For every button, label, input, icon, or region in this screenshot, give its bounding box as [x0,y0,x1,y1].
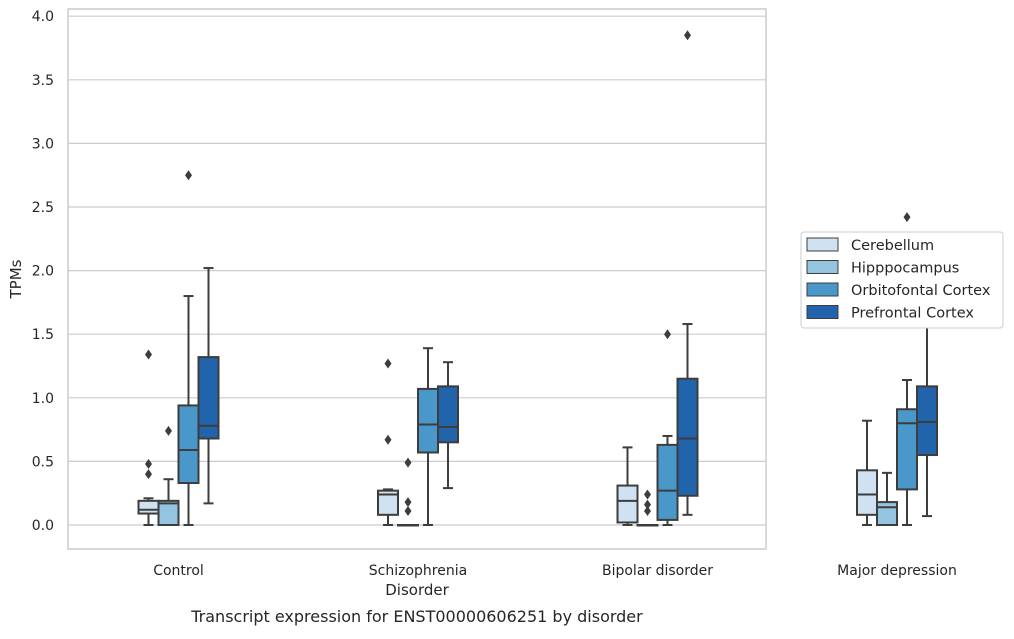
outlier-point [404,457,412,468]
legend: Cerebellum Hipppocampus Orbitofontal Corte… [800,231,1004,329]
box-group [417,347,439,526]
y-tick-label: 2.5 [32,200,54,216]
legend-label: Orbitofontal Cortex [851,283,991,299]
box-group [856,254,878,526]
box [876,501,898,527]
y-tick-label: 0.0 [32,518,54,534]
box [137,499,160,515]
box-group [616,446,639,526]
box-group [197,267,220,505]
legend-swatch [806,237,839,252]
box [177,404,200,485]
box [896,408,918,491]
outlier-point [145,458,152,469]
y-tick-label: 2.0 [32,264,54,280]
box [916,385,938,457]
legend-label: Prefrontal Cortex [851,306,974,322]
outlier-point [185,170,192,181]
legend-label: Cerebellum [851,238,934,254]
y-tick-label: 3.0 [32,136,54,152]
box [616,484,639,524]
outlier-point [384,358,392,369]
box [197,356,220,440]
outlier-point [644,489,651,500]
box [437,385,459,444]
y-tick-label: 1.0 [32,391,54,407]
legend-label: Hipppocampus [851,261,959,277]
y-tick-label: 0.5 [32,454,54,470]
outlier-point [145,349,152,360]
outlier-point [404,497,412,508]
box [856,469,878,516]
y-axis-label: TPMs [7,259,25,299]
box-group [177,170,200,526]
y-tick-labels: 0.0 0.5 1.0 1.5 2.0 2.5 3.0 3.5 4.0 [32,9,54,534]
y-tick-label: 1.5 [32,327,54,343]
x-tick-label: Control [153,563,204,579]
outlier-point [644,506,651,517]
box-group [437,361,459,490]
box [377,489,399,516]
x-tick-label: Schizophrenia [369,563,467,579]
x-axis-label: Disorder [385,581,449,599]
box-group [157,425,180,526]
box-group [676,30,699,516]
legend-swatch [806,282,839,297]
y-tick-label: 3.5 [32,73,54,89]
x-tick-label: Major depression [837,563,957,579]
legend-swatch [806,305,839,319]
outlier-point [384,434,392,445]
legend-swatch [806,260,839,274]
outlier-point [404,506,412,517]
outlier-point [145,469,152,480]
box-group [377,358,399,526]
outlier-point [664,329,671,340]
outlier-point [903,212,911,223]
x-tick-labels: Control Schizophrenia Bipolar disorder Majo… [153,563,957,579]
box-group [636,489,659,527]
box [417,387,439,454]
box-group [876,471,898,527]
plot-frame [67,8,767,550]
chart-caption: Transcript expression for ENST0000060625… [190,607,643,626]
outlier-point [644,499,651,510]
box [656,443,679,521]
box-series [137,30,938,527]
outlier-point [165,425,172,436]
box-group [397,457,419,527]
x-tick-label: Bipolar disorder [602,563,713,579]
legend-frame [800,231,1004,329]
box [676,377,699,497]
box [157,499,180,526]
box-group [916,323,938,518]
y-tick-label: 4.0 [32,9,54,25]
outlier-point [684,30,691,41]
